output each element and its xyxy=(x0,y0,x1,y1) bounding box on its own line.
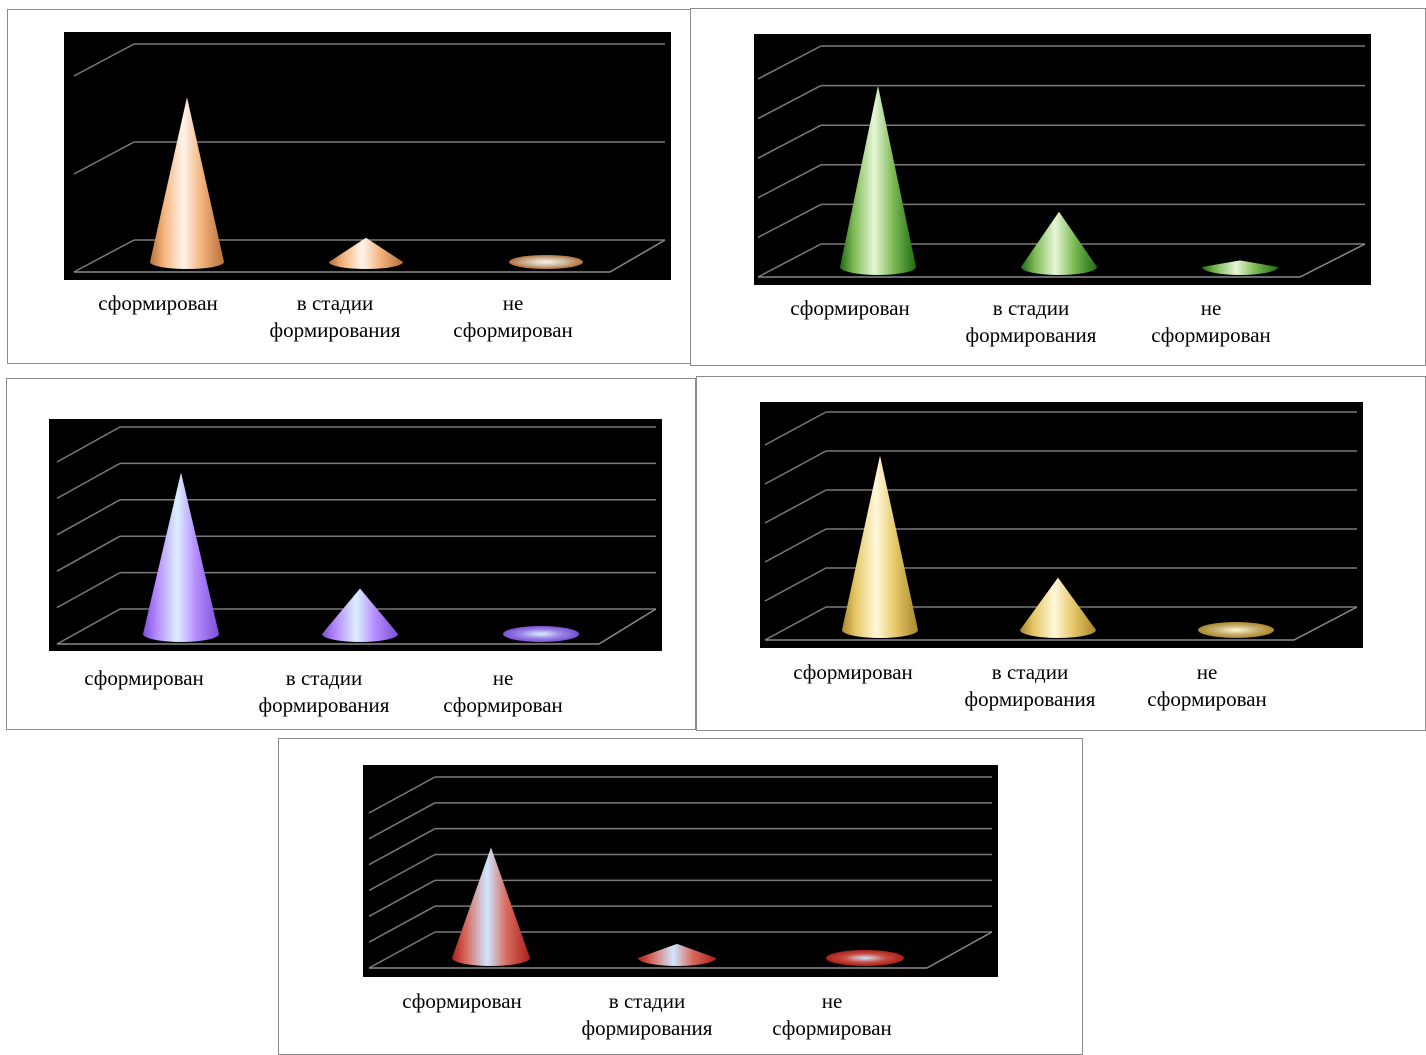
chart-4: сформирован в стадии формирования не сфо… xyxy=(696,376,1426,731)
cone-bar-2 xyxy=(329,237,403,269)
gridline xyxy=(56,426,656,463)
chart-2: сформирован в стадии формирования не сфо… xyxy=(690,8,1426,366)
chart-5-plot xyxy=(363,765,998,977)
chart-2-tick-label-3: не сформирован xyxy=(1151,296,1271,347)
gridline xyxy=(56,571,656,609)
chart-4-tick-label-3: не сформирован xyxy=(1147,660,1267,711)
cone-bar-2 xyxy=(638,943,716,966)
floor-gridline xyxy=(73,239,665,273)
gridline xyxy=(764,489,1357,524)
gridline xyxy=(757,124,1365,159)
cone-bar-3 xyxy=(826,950,904,966)
chart-2-tick-label-2: в стадии формирования xyxy=(965,296,1097,347)
chart-5-tick-label-1: сформирован xyxy=(402,989,522,1013)
cone-bar-2 xyxy=(322,588,398,642)
floor-right-edge xyxy=(1299,243,1366,278)
gridline xyxy=(368,879,992,917)
gridline xyxy=(764,567,1357,602)
cone-bar-1 xyxy=(143,472,219,642)
gridline xyxy=(764,528,1357,563)
chart-5-tick-label-2: в стадии формирования xyxy=(581,989,713,1040)
gridline xyxy=(757,84,1365,120)
cone-bar-3 xyxy=(503,626,579,642)
chart-1: сформирован в стадии формирования не сфо… xyxy=(7,9,691,364)
chart-4-tick-label-2: в стадии формирования xyxy=(964,660,1096,711)
chart-3: сформирован в стадии формирования не сфо… xyxy=(6,378,696,730)
chart-4-tick-label-1: сформирован xyxy=(793,660,913,684)
gridline xyxy=(73,43,665,77)
gridline xyxy=(368,905,992,943)
chart-1-tick-label-1: сформирован xyxy=(98,291,218,315)
chart-1-tick-label-2: в стадии формирования xyxy=(269,291,401,342)
gridline xyxy=(757,45,1365,80)
gridline xyxy=(757,203,1365,239)
chart-3-tick-label-3: не сформирован xyxy=(443,666,563,717)
cone-bar-1 xyxy=(842,455,918,638)
floor-right-edge xyxy=(609,239,666,273)
cone-bar-1 xyxy=(840,85,916,275)
floor-right-edge xyxy=(1293,606,1358,641)
gridline xyxy=(368,802,992,840)
cone-bar-3 xyxy=(509,255,583,269)
chart-1-tick-label-3: не сформирован xyxy=(453,291,573,342)
cone-bar-1 xyxy=(452,847,530,966)
gridline xyxy=(56,535,656,572)
gridline xyxy=(764,411,1357,446)
chart-3-tick-label-1: сформирован xyxy=(84,666,204,690)
chart-1-plot xyxy=(64,32,671,280)
gridline xyxy=(56,499,656,536)
floor-right-edge xyxy=(598,608,657,645)
chart-3-plot xyxy=(49,419,662,651)
chart-5: сформирован в стадии формирования не сфо… xyxy=(278,738,1083,1055)
cone-bar-1 xyxy=(150,97,224,270)
chart-5-tick-label-3: не сформирован xyxy=(772,989,892,1040)
chart-3-tick-label-2: в стадии формирования xyxy=(258,666,390,717)
cone-bar-2 xyxy=(1020,577,1096,638)
cone-bar-3 xyxy=(1202,260,1278,275)
gridline xyxy=(368,827,992,866)
gridline xyxy=(73,141,665,175)
floor-right-edge xyxy=(926,931,993,969)
floor-gridline xyxy=(764,606,1357,641)
gridline xyxy=(56,462,656,500)
gridline xyxy=(368,853,992,892)
cone-bar-3 xyxy=(1198,622,1274,638)
chart-4-plot xyxy=(760,402,1363,648)
chart-2-tick-label-1: сформирован xyxy=(790,296,910,320)
chart-2-plot xyxy=(754,34,1371,285)
gridline xyxy=(368,776,992,814)
floor-gridline xyxy=(368,931,992,969)
gridline xyxy=(764,450,1357,485)
cone-bar-2 xyxy=(1021,211,1097,275)
floor-gridline xyxy=(757,243,1365,278)
gridline xyxy=(757,164,1365,199)
